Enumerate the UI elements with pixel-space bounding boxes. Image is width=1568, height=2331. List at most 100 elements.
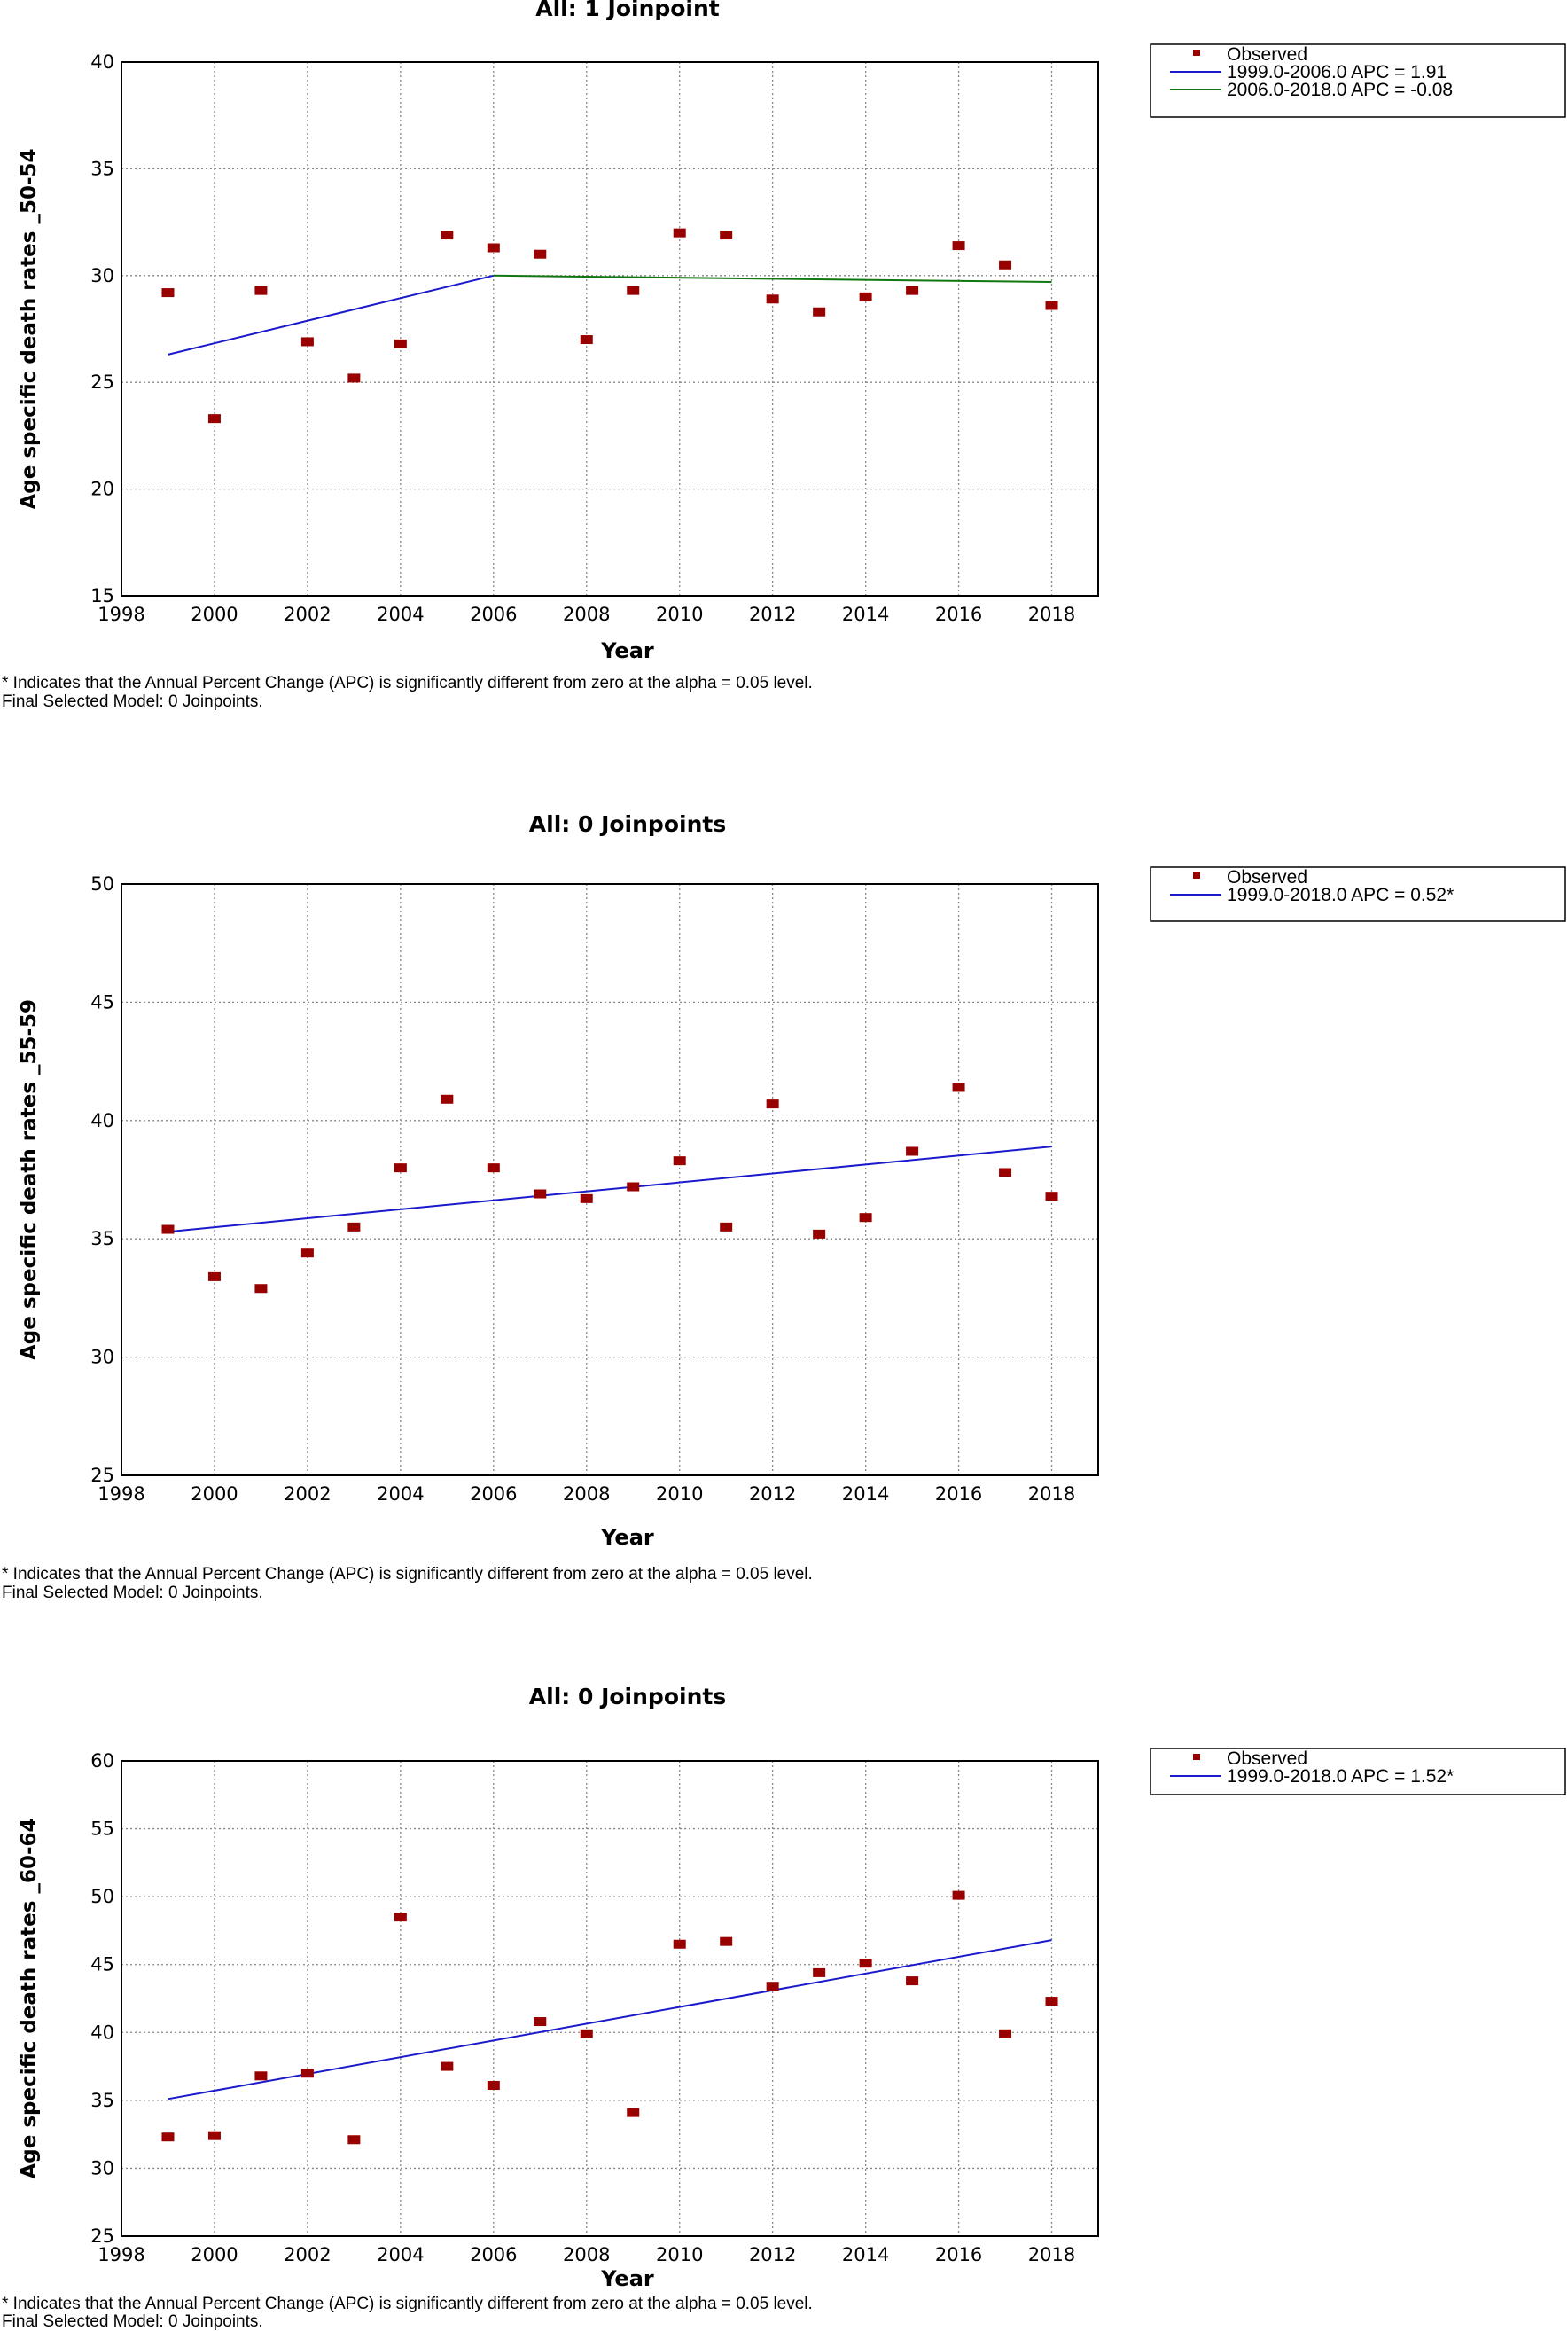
y-tick-label: 40 [90, 51, 114, 73]
observed-point [300, 1248, 314, 1258]
footnote-model: Final Selected Model: 0 Joinpoints. [2, 1584, 263, 1602]
observed-point [441, 231, 454, 240]
legend-observed-label: Observed [1227, 1748, 1307, 1769]
observed-point [952, 1083, 965, 1092]
x-axis-label: Year [600, 1525, 654, 1550]
observed-point [441, 2061, 454, 2071]
y-axis-label: Age specific death rates _60-64 [18, 1818, 41, 2178]
y-tick-label: 40 [90, 1110, 114, 1131]
observed-point [394, 1913, 407, 1922]
observed-point [580, 335, 593, 345]
observed-point [347, 1222, 361, 1232]
observed-point [254, 286, 268, 295]
footnote-apc: * Indicates that the Annual Percent Chan… [2, 674, 813, 692]
x-axis-label: Year [600, 2266, 654, 2291]
observed-point [207, 2131, 221, 2140]
observed-point [673, 228, 686, 238]
x-tick-label: 2012 [749, 1483, 796, 1505]
observed-point [580, 1193, 593, 1203]
observed-point [720, 231, 733, 240]
x-tick-label: 2018 [1028, 1483, 1075, 1505]
observed-point [999, 260, 1012, 270]
observed-point [580, 2029, 593, 2038]
y-tick-label: 35 [90, 1228, 114, 1249]
fit-line-segment-1 [168, 1939, 1052, 2100]
observed-point [1045, 1192, 1058, 1201]
legend-observed-label: Observed [1227, 44, 1307, 65]
x-tick-label: 2012 [749, 2244, 796, 2265]
legend-observed-label: Observed [1227, 867, 1307, 888]
observed-point [766, 294, 779, 304]
observed-point [627, 2108, 640, 2117]
x-tick-label: 2014 [842, 2244, 889, 2265]
observed-point [999, 2029, 1012, 2038]
observed-point [766, 1099, 779, 1109]
x-tick-label: 1998 [98, 604, 144, 625]
x-tick-label: 2016 [935, 604, 982, 625]
y-tick-label: 35 [90, 158, 114, 179]
observed-point [487, 1163, 500, 1173]
chart-2: All: 0 Joinpoints 1998 2000 2002 2004 2006 200… [18, 811, 1566, 1550]
observed-point [673, 1939, 686, 1949]
x-tick-label: 2008 [563, 2244, 610, 2265]
x-tick-label: 1998 [98, 1483, 144, 1505]
legend-box [1150, 866, 1566, 922]
observed-point [906, 1146, 919, 1156]
x-axis-label: Year [600, 638, 654, 663]
footnote-model: Final Selected Model: 0 Joinpoints. [2, 692, 263, 711]
observed-point [254, 2071, 268, 2081]
y-tick-label: 25 [90, 1465, 114, 1486]
fit-line-segment-2 [493, 274, 1052, 284]
observed-point [1045, 1997, 1058, 2006]
observed-point [720, 1936, 733, 1946]
plot-area [121, 1761, 1098, 2236]
x-tick-label: 2006 [470, 1483, 517, 1505]
footnote-model: Final Selected Model: 0 Joinpoints. [2, 2312, 263, 2331]
x-tick-label: 2012 [749, 604, 796, 625]
chart-title: All: 0 Joinpoints [529, 811, 726, 837]
x-tick-label: 2006 [470, 2244, 517, 2265]
observed-point [161, 1224, 175, 1234]
footnote-apc: * Indicates that the Annual Percent Chan… [2, 1565, 813, 1584]
chart-3: All: 0 Joinpoints 1998 2000 2002 2004 2006 200… [18, 1684, 1566, 2291]
observed-point [534, 2017, 547, 2027]
y-axis-label: Age specific death rates _50-54 [18, 148, 41, 509]
observed-point [487, 2081, 500, 2091]
y-tick-label: 30 [90, 2157, 114, 2178]
x-tick-label: 2014 [842, 1483, 889, 1505]
observed-point [394, 1163, 407, 1173]
observed-point [487, 243, 500, 253]
y-tick-label: 55 [90, 1819, 114, 1840]
observed-point [673, 1156, 686, 1166]
observed-point [347, 2135, 361, 2145]
x-tick-label: 2000 [191, 604, 238, 625]
chart-panel-3: All: 0 Joinpoints 1998 2000 2002 2004 2006 200… [0, 1667, 1568, 2331]
y-tick-label: 45 [90, 991, 114, 1013]
x-tick-label: 2006 [470, 604, 517, 625]
legend-fit-label: 1999.0-2018.0 APC = 0.52* [1227, 885, 1454, 905]
observed-point [300, 2069, 314, 2078]
observed-point [999, 1168, 1012, 1177]
observed-point [161, 288, 175, 298]
x-tick-label: 2008 [563, 604, 610, 625]
legend-observed-marker [1193, 50, 1200, 56]
observed-point [720, 1222, 733, 1232]
x-tick-label: 2018 [1028, 604, 1075, 625]
footnote-apc: * Indicates that the Annual Percent Chan… [2, 2295, 813, 2313]
observed-point [627, 1182, 640, 1192]
x-tick-label: 2010 [656, 604, 703, 625]
y-tick-label: 40 [90, 2022, 114, 2043]
x-tick-label: 2016 [935, 2244, 982, 2265]
x-tick-label: 1998 [98, 2244, 144, 2265]
observed-point [534, 249, 547, 259]
chart-1: All: 1 Joinpoint 1998 2000 2002 2004 2006 2008… [18, 0, 1566, 663]
legend-observed-marker [1193, 1754, 1200, 1760]
legend-box [1150, 1748, 1566, 1795]
legend-fit-label: 2006.0-2018.0 APC = -0.08 [1227, 80, 1453, 100]
observed-point [441, 1094, 454, 1104]
observed-point [906, 286, 919, 295]
x-tick-label: 2016 [935, 1483, 982, 1505]
chart-panel-1: All: 1 Joinpoint 1998 2000 2002 2004 2006 2008… [0, 0, 1568, 780]
y-axis-label: Age specific death rates _55-59 [18, 999, 41, 1360]
y-tick-label: 50 [90, 873, 114, 895]
